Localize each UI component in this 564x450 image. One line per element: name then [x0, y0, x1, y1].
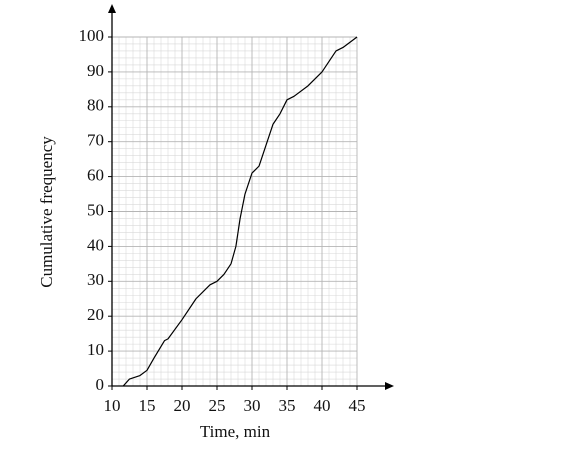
y-tick-label: 10 — [87, 340, 104, 359]
x-tick-label: 35 — [279, 396, 296, 415]
y-tick-label: 20 — [87, 305, 104, 324]
x-tick-label: 10 — [104, 396, 121, 415]
y-axis-label: Cumulative frequency — [37, 136, 56, 288]
y-tick-label: 50 — [87, 200, 104, 219]
x-axis-label: Time, min — [200, 422, 271, 441]
x-tick-label: 30 — [244, 396, 261, 415]
x-tick-label: 25 — [209, 396, 226, 415]
y-tick-label: 30 — [87, 270, 104, 289]
y-tick-label: 100 — [79, 26, 105, 45]
x-axis-arrow — [385, 382, 394, 390]
cumulative-curve — [122, 36, 358, 387]
x-tick-label: 45 — [349, 396, 366, 415]
x-tick-label: 20 — [174, 396, 191, 415]
x-tick-label: 40 — [314, 396, 331, 415]
y-tick-label: 0 — [96, 375, 105, 394]
y-tick-label: 70 — [87, 131, 104, 150]
y-tick-label: 90 — [87, 61, 104, 80]
y-axis-arrow — [108, 4, 116, 13]
y-tick-label: 80 — [87, 96, 104, 115]
y-tick-label: 40 — [87, 235, 104, 254]
y-tick-label: 60 — [87, 166, 104, 185]
x-tick-label: 15 — [139, 396, 156, 415]
